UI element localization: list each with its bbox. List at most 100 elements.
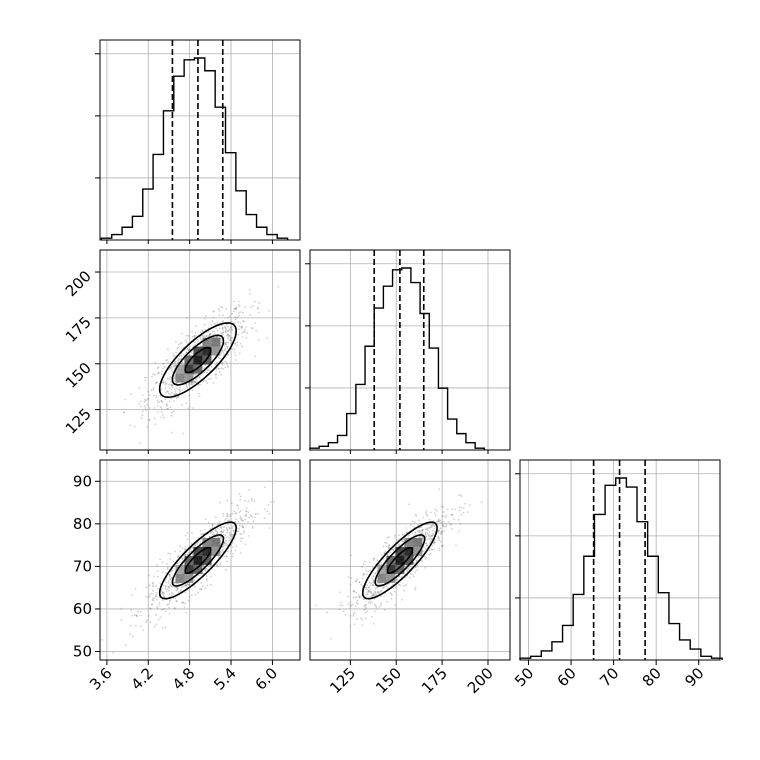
scatter-point bbox=[193, 380, 196, 383]
scatter-point bbox=[373, 557, 375, 560]
scatter-point bbox=[166, 604, 169, 607]
scatter-point bbox=[251, 326, 253, 329]
scatter-point bbox=[237, 304, 240, 306]
scatter-point bbox=[219, 562, 222, 565]
scatter-point bbox=[241, 325, 244, 328]
scatter-point bbox=[373, 594, 375, 596]
density-cell bbox=[184, 364, 194, 374]
scatter-point bbox=[187, 407, 189, 410]
scatter-point bbox=[394, 603, 396, 606]
scatter-point bbox=[459, 522, 461, 525]
scatter-point bbox=[244, 514, 247, 517]
scatter-point bbox=[175, 340, 177, 343]
scatter-point bbox=[359, 617, 362, 619]
scatter-point bbox=[218, 521, 221, 524]
scatter-point bbox=[225, 361, 228, 364]
scatter-point bbox=[196, 591, 199, 594]
scatter-point bbox=[145, 586, 148, 589]
scatter-point bbox=[244, 518, 246, 521]
scatter-point bbox=[277, 285, 280, 288]
scatter-point bbox=[167, 585, 170, 588]
scatter-point bbox=[231, 542, 234, 544]
scatter-point bbox=[369, 561, 371, 564]
scatter-point bbox=[375, 592, 377, 595]
scatter-point bbox=[151, 582, 154, 585]
scatter-point bbox=[362, 597, 365, 600]
histogram-frame bbox=[309, 249, 511, 451]
scatter-point bbox=[187, 348, 190, 351]
scatter-point bbox=[439, 540, 442, 543]
scatter-point bbox=[230, 340, 233, 343]
scatter-point bbox=[346, 595, 349, 598]
scatter-point bbox=[168, 589, 170, 592]
scatter-point bbox=[212, 316, 215, 319]
scatter-point bbox=[353, 611, 356, 614]
scatter-point bbox=[221, 531, 224, 534]
scatter-point bbox=[368, 581, 371, 584]
scatter-point bbox=[430, 535, 433, 538]
scatter-point bbox=[235, 306, 238, 309]
scatter-point bbox=[414, 532, 417, 534]
scatter-point bbox=[247, 534, 250, 537]
scatter-point bbox=[221, 549, 224, 551]
scatter-point bbox=[211, 523, 214, 525]
density-cell bbox=[193, 355, 203, 365]
scatter-point bbox=[234, 512, 237, 515]
scatter-point bbox=[158, 604, 161, 606]
scatter-point bbox=[267, 504, 270, 506]
scatter-point bbox=[194, 373, 197, 376]
scatter-point bbox=[231, 329, 234, 332]
scatter-point bbox=[364, 611, 367, 614]
scatter-point bbox=[480, 501, 483, 504]
scatter-point bbox=[430, 534, 433, 537]
scatter-point bbox=[248, 516, 251, 519]
scatter-point bbox=[215, 361, 218, 364]
scatter-point bbox=[370, 592, 373, 594]
scatter-point bbox=[420, 526, 423, 529]
scatter-point bbox=[173, 581, 176, 584]
scatter-point bbox=[220, 373, 222, 376]
scatter-point bbox=[182, 585, 185, 588]
scatter-point bbox=[202, 335, 205, 337]
scatter-panel-0-2 bbox=[99, 459, 301, 661]
scatter-point bbox=[166, 358, 169, 361]
scatter-point bbox=[238, 325, 241, 328]
histogram-panel-2 bbox=[515, 459, 723, 661]
scatter-point bbox=[169, 367, 172, 370]
scatter-point bbox=[157, 411, 159, 413]
scatter-point bbox=[221, 333, 224, 336]
scatter-point bbox=[185, 386, 188, 389]
scatter-point bbox=[437, 520, 439, 523]
scatter-point bbox=[349, 584, 352, 586]
scatter-point bbox=[145, 621, 148, 623]
scatter-point bbox=[153, 407, 156, 409]
scatter-point bbox=[433, 525, 436, 527]
scatter-point bbox=[365, 617, 368, 620]
scatter-point bbox=[237, 328, 240, 331]
scatter-point bbox=[193, 586, 196, 588]
scatter-point bbox=[180, 332, 183, 335]
scatter-point bbox=[236, 504, 239, 507]
scatter-point bbox=[220, 535, 223, 538]
scatter-point bbox=[176, 347, 179, 350]
scatter-point bbox=[433, 527, 436, 530]
scatter-point bbox=[163, 416, 165, 419]
x-tick-label: 80 bbox=[639, 664, 665, 690]
scatter-point bbox=[214, 516, 217, 519]
density-cell bbox=[377, 564, 387, 574]
scatter-point bbox=[207, 369, 210, 372]
scatter-point bbox=[223, 541, 226, 544]
scatter-point bbox=[227, 325, 229, 328]
scatter-point bbox=[228, 336, 231, 339]
scatter-point bbox=[225, 517, 228, 520]
scatter-point bbox=[178, 355, 181, 358]
scatter-point bbox=[347, 603, 350, 606]
scatter-point bbox=[203, 335, 206, 338]
scatter-point bbox=[429, 535, 432, 537]
scatter-point bbox=[194, 381, 197, 384]
scatter-point bbox=[195, 334, 197, 337]
scatter-point bbox=[206, 568, 208, 571]
scatter-point bbox=[166, 566, 169, 569]
scatter-point bbox=[224, 330, 227, 332]
scatter-point bbox=[229, 514, 232, 516]
